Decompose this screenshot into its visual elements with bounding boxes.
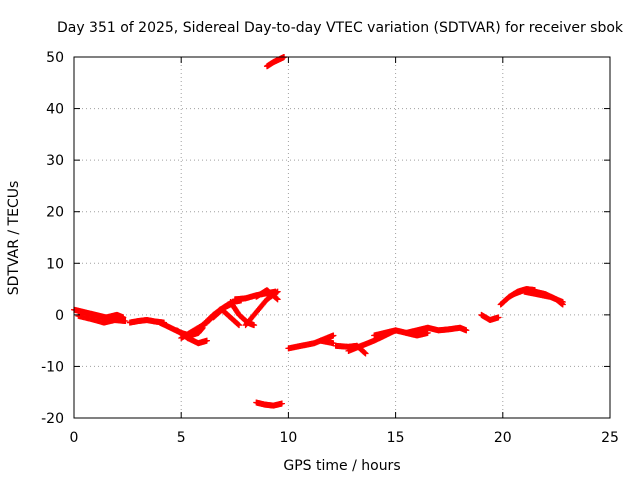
data-point xyxy=(122,318,129,325)
data-point xyxy=(274,296,281,303)
data-point xyxy=(362,350,369,357)
y-tick-label: 50 xyxy=(46,50,64,66)
x-tick-label: 10 xyxy=(279,430,297,446)
y-tick-label: -10 xyxy=(41,359,64,375)
y-tick-label: 0 xyxy=(55,308,64,324)
data-point xyxy=(424,329,431,336)
data-point xyxy=(330,332,337,339)
x-tick-label: 25 xyxy=(601,430,619,446)
y-tick-label: 40 xyxy=(46,102,64,118)
series-track-13 xyxy=(263,54,288,70)
data-point xyxy=(203,337,210,344)
x-axis-label: GPS time / hours xyxy=(283,458,400,474)
series-track-14 xyxy=(253,399,285,409)
series-track-24 xyxy=(521,288,566,305)
y-tick-label: 30 xyxy=(46,153,64,169)
chart-title: Day 351 of 2025, Sidereal Day-to-day VTE… xyxy=(57,20,624,36)
plot-frame xyxy=(73,56,611,419)
series-track-16 xyxy=(317,337,337,347)
data-point xyxy=(559,298,566,305)
grid-lines xyxy=(74,57,610,418)
data-point xyxy=(495,314,502,321)
data-point xyxy=(251,322,258,329)
data-point xyxy=(278,400,285,407)
y-tick-label: -20 xyxy=(41,411,64,427)
x-tick-label: 0 xyxy=(70,430,79,446)
x-tick-label: 15 xyxy=(387,430,405,446)
data-point xyxy=(273,295,280,302)
series-track-12 xyxy=(253,287,281,303)
series-track-2 xyxy=(75,312,129,326)
data-point xyxy=(236,322,243,329)
series-track-20 xyxy=(403,324,470,336)
series-track-8 xyxy=(210,306,243,329)
y-axis-label: SDTVAR / TECUs xyxy=(6,181,22,296)
series-track-21 xyxy=(478,311,502,324)
x-tick-label: 5 xyxy=(177,430,186,446)
x-tick-label: 20 xyxy=(494,430,512,446)
y-tick-label: 20 xyxy=(46,205,64,221)
axis-ticks: 0 5 10 15 20 25 -20 -10 0 10 20 30 40 50 xyxy=(41,50,619,446)
data-point xyxy=(463,327,470,334)
data-point xyxy=(274,288,281,295)
y-tick-label: 10 xyxy=(46,256,64,272)
data-series xyxy=(71,54,566,409)
series-track-19 xyxy=(371,327,431,339)
